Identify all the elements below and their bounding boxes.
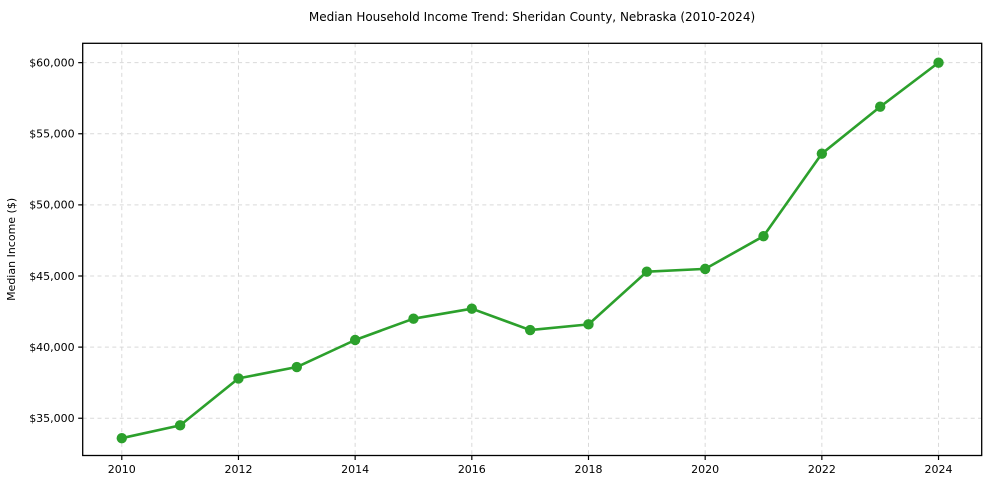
data-point: [291, 361, 303, 373]
data-point: [758, 230, 769, 242]
axes-box: [82, 42, 983, 457]
x-tick-label: 2014: [341, 463, 369, 476]
x-tick-label: 2024: [925, 463, 953, 476]
data-point: [933, 57, 944, 68]
data-line: [120, 61, 940, 440]
x-tick-label: 2018: [574, 463, 602, 476]
series-layer: [116, 57, 944, 444]
x-tick-label: 2020: [691, 463, 719, 476]
y-tick-label: $40,000: [29, 341, 75, 354]
y-tick-label: $50,000: [29, 199, 75, 212]
data-point: [174, 420, 186, 431]
y-axis-label: Median Income ($): [5, 198, 18, 301]
y-tick-label: $35,000: [29, 412, 75, 425]
y-tick-label: $45,000: [29, 270, 75, 283]
data-point: [116, 432, 127, 444]
data-point: [874, 101, 886, 112]
chart-title: Median Household Income Trend: Sheridan …: [309, 10, 755, 24]
data-point: [349, 334, 361, 346]
grid-layer: [82, 43, 982, 456]
spine-layer: [82, 42, 983, 457]
data-point: [233, 373, 244, 384]
data-point: [699, 263, 711, 275]
data-point: [641, 266, 653, 277]
data-point: [816, 148, 828, 159]
x-tick-label: 2010: [108, 463, 136, 476]
data-point: [466, 303, 478, 314]
x-tick-label: 2012: [224, 463, 252, 476]
data-point: [583, 319, 594, 330]
data-point: [524, 324, 536, 336]
y-tick-label: $55,000: [29, 128, 75, 141]
x-tick-label: 2022: [808, 463, 836, 476]
x-tick-label: 2016: [458, 463, 486, 476]
data-point: [408, 313, 419, 324]
y-tick-label: $60,000: [29, 56, 75, 69]
tick-layer: 2010 2012 2014 2016 2018 2020 2022 2024 $35,000 $…: [29, 56, 952, 476]
